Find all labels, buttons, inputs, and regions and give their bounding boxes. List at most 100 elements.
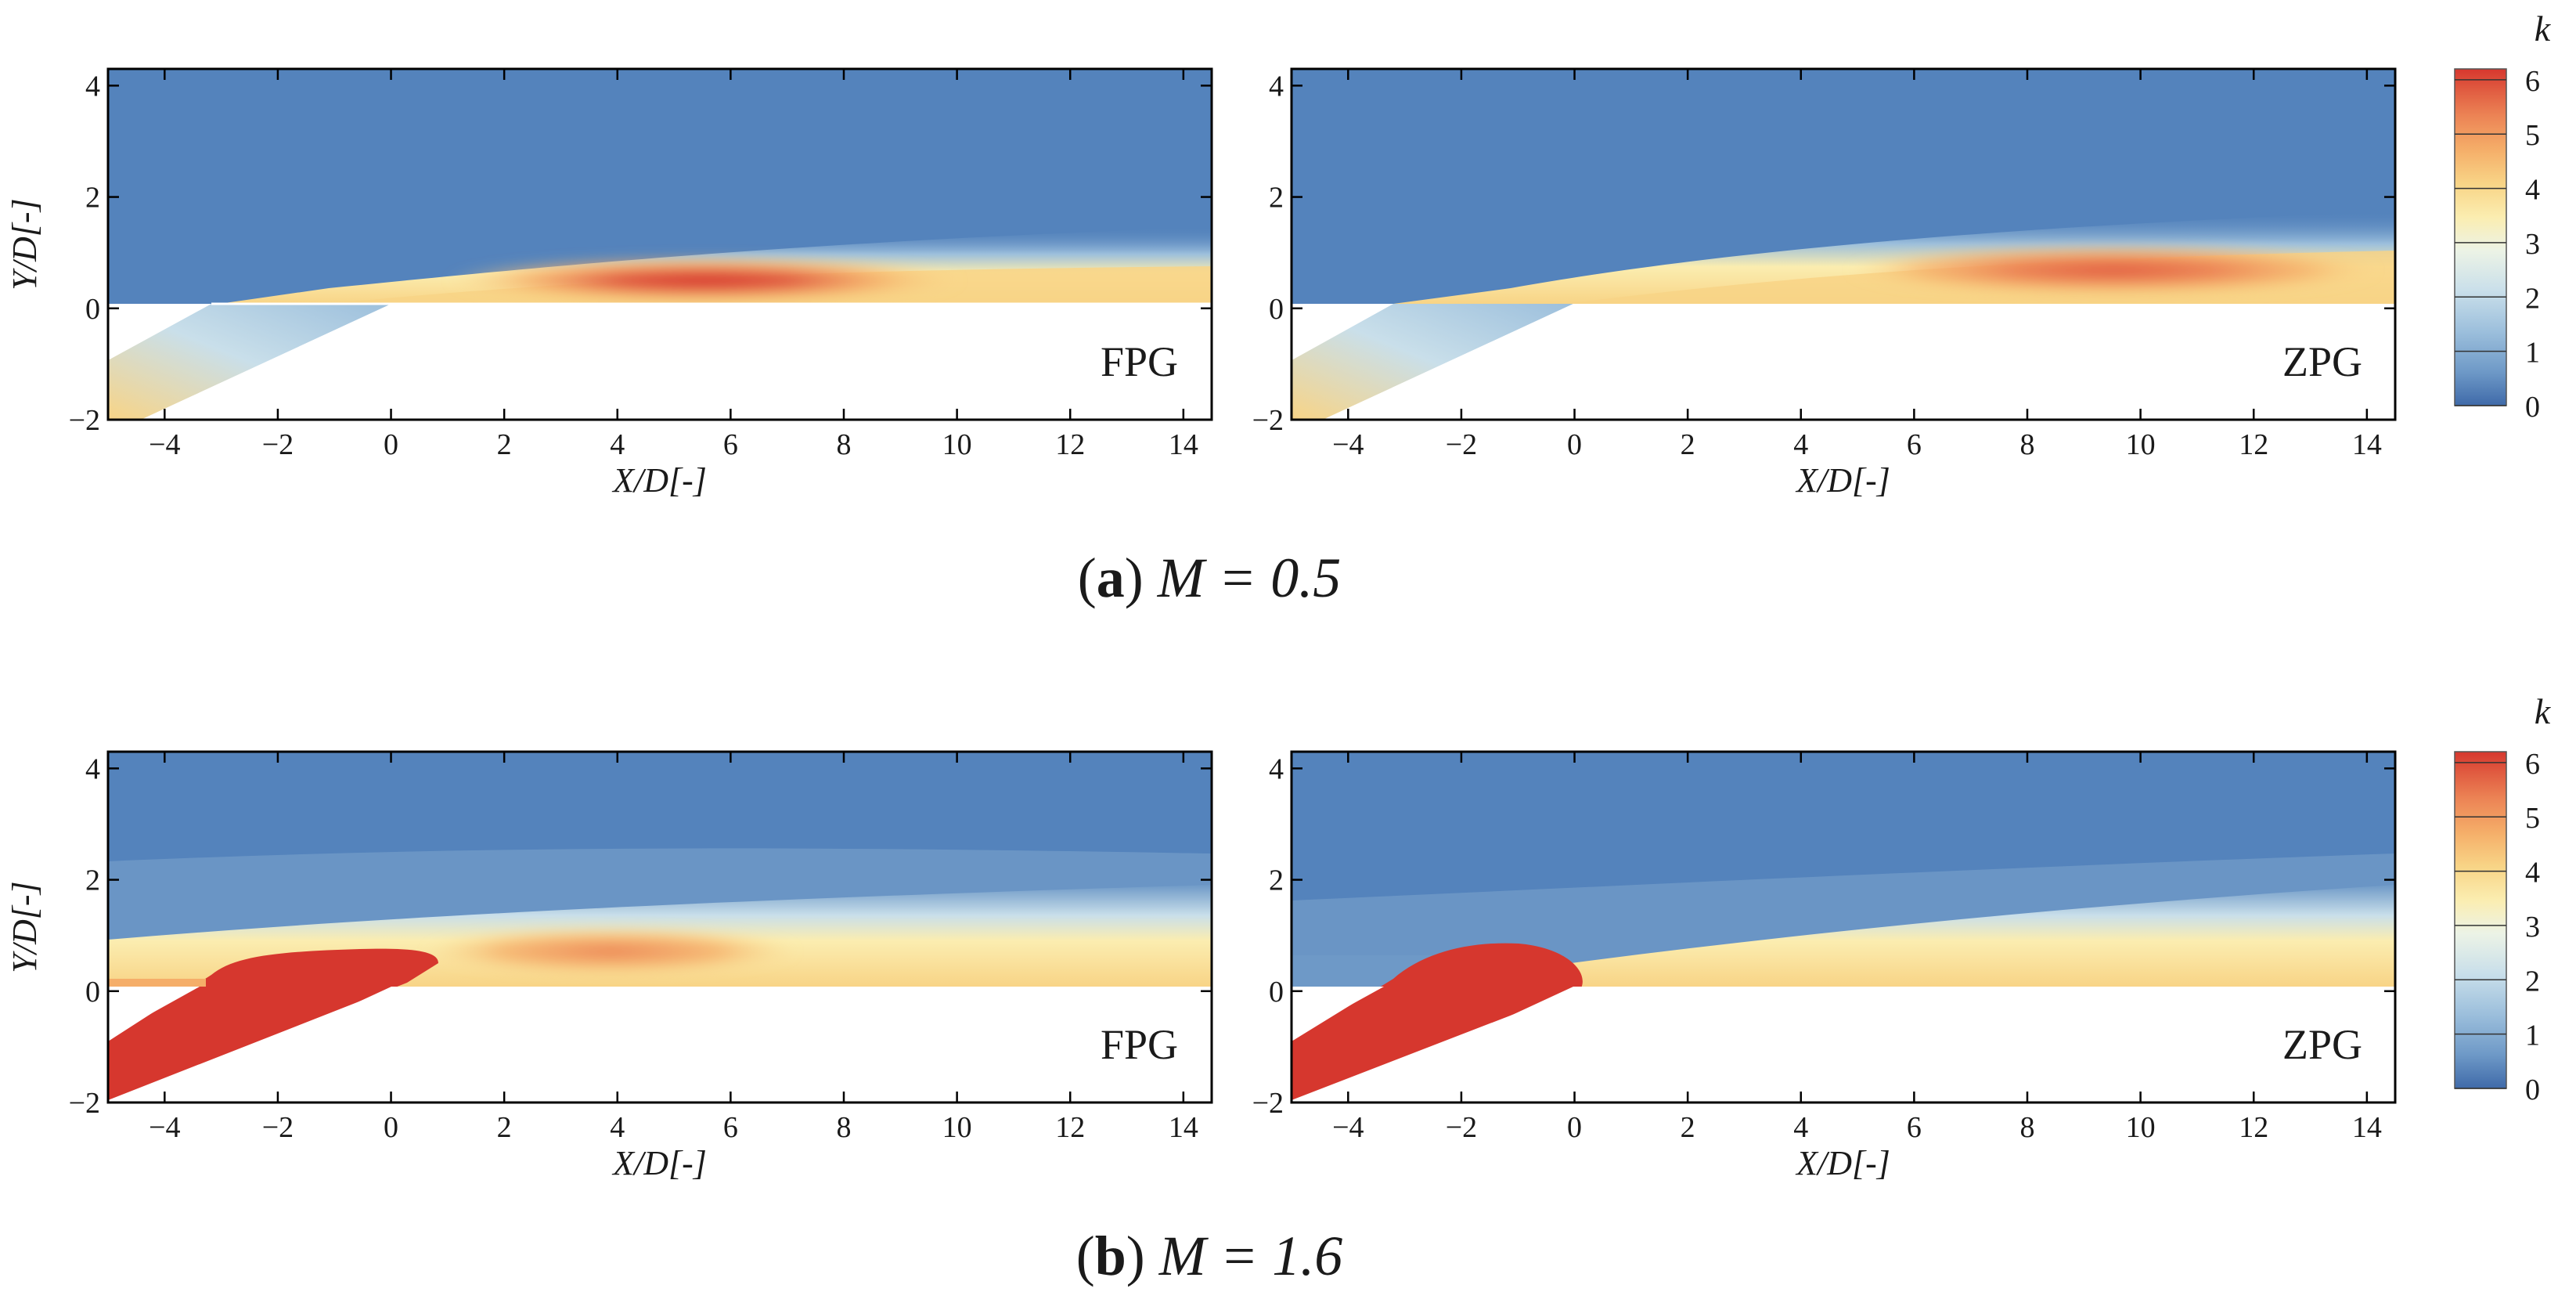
x-tick-label: 12: [2239, 428, 2268, 461]
hole-upstream-white: [1292, 987, 1384, 1038]
secondary-peak: [423, 928, 798, 975]
colorbar-ticks: 6 5 4 3 2 1 0: [2455, 65, 2540, 424]
colorbar-tick-label: 3: [2525, 228, 2540, 261]
x-tick-label: 12: [1055, 1111, 1085, 1144]
jet-hole: [108, 304, 391, 420]
colorbar-tick-label: 4: [2525, 857, 2540, 890]
frame: [106, 750, 1213, 1104]
colorbar-tick-label: 0: [2525, 391, 2540, 424]
svg-text:(a) M = 0.5: (a) M = 0.5: [1078, 547, 1342, 609]
x-axis-label: X/D[-]: [611, 1144, 707, 1182]
x-tick-label: −2: [262, 1111, 294, 1144]
k-peak-region: [1847, 245, 2380, 295]
colorbar-tick-label: 6: [2525, 65, 2540, 98]
panel-tag-fpg: FPG: [1101, 1021, 1178, 1068]
x-tick-label: −4: [149, 1111, 180, 1144]
y-tick-label: 0: [1269, 976, 1284, 1009]
colorbar-b: k 6 5 4 3 2 1 0: [2454, 691, 2552, 1106]
caption-b-label: b: [1095, 1225, 1126, 1287]
x-tick-label: −4: [1332, 428, 1364, 461]
y-tick-label: 2: [1269, 864, 1284, 897]
wall-white: [1573, 987, 2395, 1102]
x-tick-label: −2: [1446, 428, 1477, 461]
x-tick-label: 10: [942, 428, 972, 461]
x-tick-label: 0: [384, 1111, 398, 1144]
wall-white: [1573, 304, 2395, 420]
x-tick-label: 4: [610, 1111, 625, 1144]
x-tick-label: 8: [2020, 428, 2035, 461]
x-tick-label: 8: [837, 1111, 852, 1144]
x-tick-label: 2: [1681, 1111, 1695, 1144]
upstream-thin-layer: [108, 979, 206, 987]
y-tick-label: 2: [85, 864, 100, 897]
wall-white: [391, 304, 1212, 420]
panel-a-fpg: FPG: [106, 67, 1213, 421]
x-tick-label: 2: [497, 1111, 512, 1144]
colorbar-tick-label: 1: [2525, 337, 2540, 370]
hole-wall-white: [1323, 304, 1573, 420]
x-tick-label: 12: [1055, 428, 1085, 461]
hole-upstream-white: [108, 987, 200, 1038]
colorbar-title: k: [2535, 9, 2552, 49]
x-tick-label: 10: [2126, 428, 2156, 461]
jet-core: [1292, 943, 1583, 1100]
x-tick-label: 4: [610, 428, 625, 461]
x-axis-label: X/D[-]: [1795, 461, 1890, 500]
x-tick-label: 10: [942, 1111, 972, 1144]
x-axis-label: X/D[-]: [1795, 1144, 1890, 1182]
shear-layer: [1401, 885, 2395, 987]
panel-b-fpg: FPG: [106, 750, 1213, 1104]
hole-upstream-white: [1292, 304, 1393, 360]
frame: [1290, 750, 2397, 1104]
y-tick-label: −2: [69, 1087, 100, 1120]
colorbar-a: k 6 5 4 3 2 1 0: [2454, 9, 2552, 424]
hole-wall-white: [1323, 987, 1573, 1102]
panel-tag-fpg: FPG: [1101, 338, 1178, 385]
y-tick-label: 4: [1269, 70, 1284, 103]
x-tick-label: 6: [723, 428, 738, 461]
x-tick-label: −4: [149, 428, 180, 461]
colorbar-tick-label: 4: [2525, 174, 2540, 207]
x-tick-label: 4: [1793, 1111, 1808, 1144]
y-tick-label: 4: [85, 752, 100, 785]
x-tick-label: 14: [1169, 428, 1198, 461]
colorbar-ticks: 6 5 4 3 2 1 0: [2455, 748, 2540, 1106]
colorbar-tick-label: 0: [2525, 1074, 2540, 1106]
y-tick-label: 0: [85, 976, 100, 1009]
x-tick-label: 8: [837, 428, 852, 461]
hole-wall-white: [141, 987, 391, 1102]
x-tick-label: −2: [262, 428, 294, 461]
x-tick-label: 0: [1567, 1111, 1582, 1144]
y-tick-label: 2: [85, 182, 100, 215]
frame: [1290, 67, 2397, 421]
panel-a-zpg: ZPG: [1290, 67, 2397, 421]
colorbar-gradient: [2454, 68, 2507, 406]
colorbar-tick-label: 5: [2525, 802, 2540, 835]
wall-white: [391, 987, 1212, 1102]
jet-core: [108, 948, 438, 1100]
caption-b-text: M = 1.6: [1158, 1225, 1343, 1287]
x-tick-label: 6: [1907, 1111, 1922, 1144]
axes-layer: −4 −2 0 2 4 6 8 10 12 14 4 2 0 −2 X/D[-] Y/D[-] −4 −2 0 2 4 6…: [5, 69, 2395, 1182]
x-tick-label: 8: [2020, 1111, 2035, 1144]
y-tick-label: −2: [1252, 1087, 1284, 1120]
k-peak-region: [446, 257, 963, 304]
x-tick-label: 14: [2352, 428, 2382, 461]
y-tick-label: −2: [1252, 404, 1284, 437]
panel-tag-zpg: ZPG: [2282, 1021, 2362, 1068]
caption-a-label: a: [1097, 547, 1125, 609]
colorbar-tick-label: 6: [2525, 748, 2540, 781]
jet-hole: [1292, 304, 1573, 420]
y-tick-label: 4: [1269, 752, 1284, 785]
x-tick-label: 10: [2126, 1111, 2156, 1144]
hole-upstream-white: [108, 304, 211, 360]
caption-a-text: M = 0.5: [1157, 547, 1342, 609]
colorbar-tick-label: 3: [2525, 911, 2540, 944]
x-tick-label: −4: [1332, 1111, 1364, 1144]
x-tick-label: 6: [723, 1111, 738, 1144]
frame: [106, 67, 1213, 421]
colorbar-tick-label: 2: [2525, 282, 2540, 315]
x-tick-label: 4: [1793, 428, 1808, 461]
colorbar-tick-label: 2: [2525, 965, 2540, 998]
